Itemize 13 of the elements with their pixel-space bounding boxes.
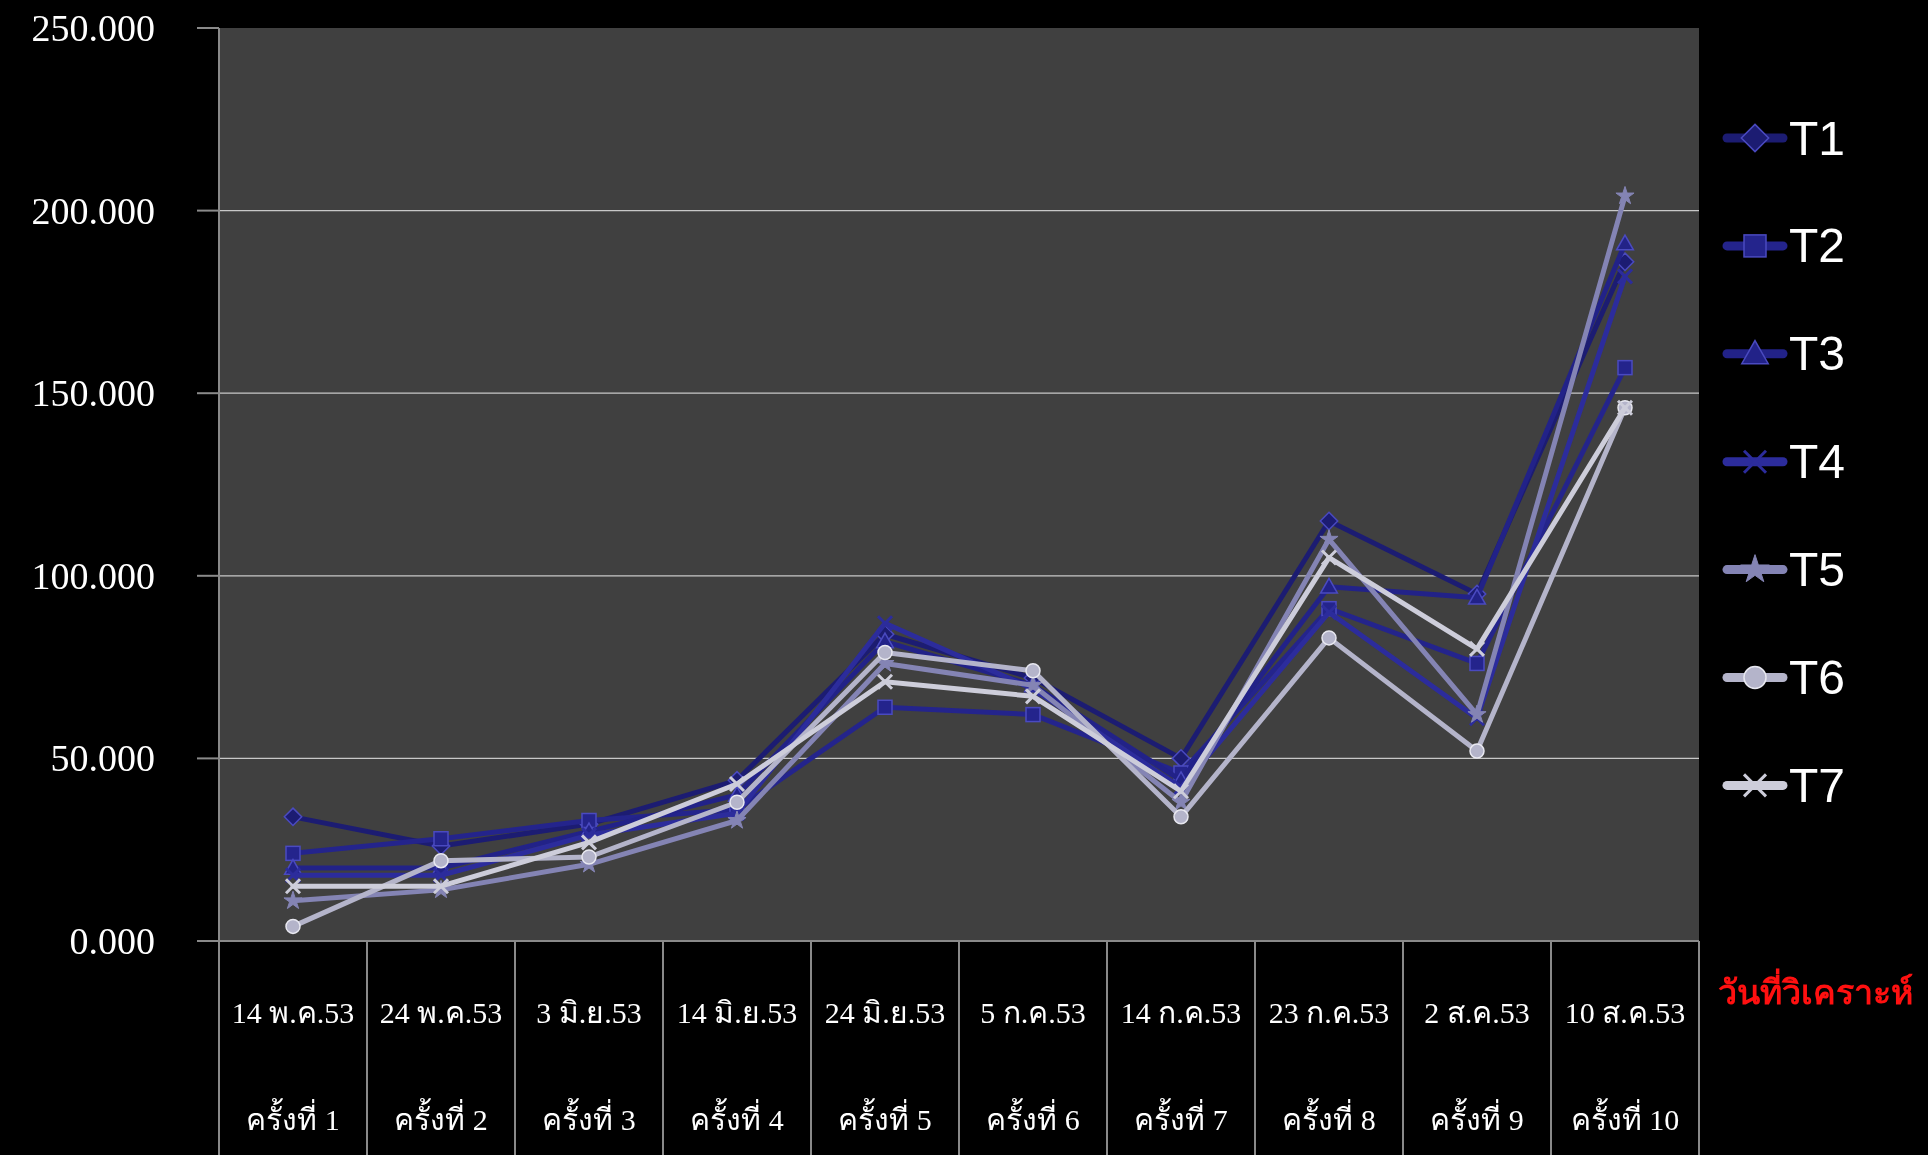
y-tick-label: 100.000 bbox=[31, 554, 155, 597]
legend-label: T7 bbox=[1789, 758, 1846, 812]
legend-label: T4 bbox=[1789, 435, 1846, 489]
legend-label: T5 bbox=[1789, 543, 1846, 597]
y-tick-label: 50.000 bbox=[50, 737, 155, 780]
legend-label: T6 bbox=[1789, 651, 1846, 704]
y-tick-label: 0.000 bbox=[69, 920, 155, 962]
y-tick-label: 150.000 bbox=[31, 372, 155, 415]
legend-label: T1 bbox=[1789, 111, 1846, 165]
legend-label: T3 bbox=[1789, 327, 1846, 381]
y-tick-label: 250.000 bbox=[31, 7, 155, 49]
legend-label: T2 bbox=[1789, 219, 1846, 273]
y-tick-label: 200.000 bbox=[31, 189, 155, 232]
